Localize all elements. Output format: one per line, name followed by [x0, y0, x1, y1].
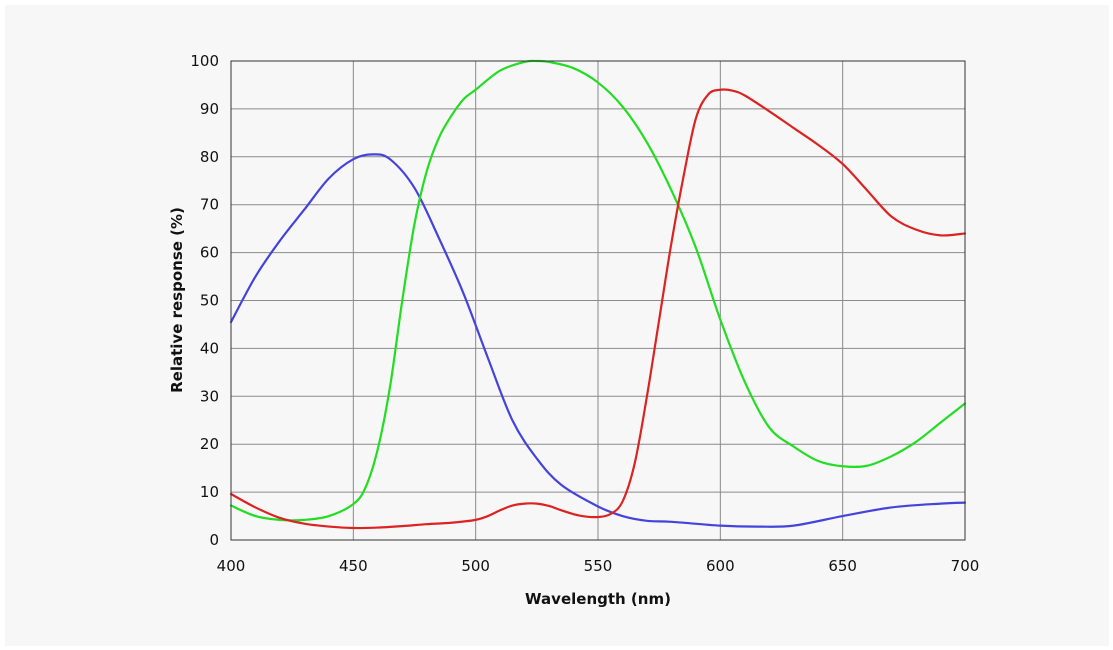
red-response-curve: [229, 88, 967, 530]
x-tick-label: 650: [828, 557, 857, 575]
x-tick-label: 700: [951, 557, 980, 575]
x-tick-label: 600: [706, 557, 735, 575]
y-tick-label: 80: [200, 148, 219, 166]
blue-response-curve: [229, 153, 967, 528]
y-tick-label: 70: [200, 196, 219, 214]
y-tick-label: 30: [200, 387, 219, 405]
y-tick-label: 10: [200, 483, 219, 501]
y-tick-label: 100: [190, 52, 219, 70]
x-tick-label: 550: [584, 557, 613, 575]
chart-panel: [5, 5, 1109, 646]
plot-frame: [230, 60, 966, 541]
x-tick-label: 500: [461, 557, 490, 575]
x-tick-label: 400: [217, 557, 246, 575]
y-tick-label: 60: [200, 244, 219, 262]
y-tick-label: 0: [209, 531, 219, 549]
y-axis-title: Relative response (%): [168, 207, 186, 393]
x-tick-label: 450: [339, 557, 368, 575]
y-tick-labels: 0 10 20 30 40 50 60 70 80 90 100: [190, 52, 219, 549]
y-tick-label: 50: [200, 292, 219, 310]
grid: [230, 60, 966, 541]
y-tick-label: 90: [200, 100, 219, 118]
y-tick-label: 40: [200, 339, 219, 357]
x-axis-title: Wavelength (nm): [525, 590, 671, 608]
y-tick-label: 20: [200, 435, 219, 453]
x-tick-labels: 400 450 500 550 600 650 700: [217, 557, 980, 575]
